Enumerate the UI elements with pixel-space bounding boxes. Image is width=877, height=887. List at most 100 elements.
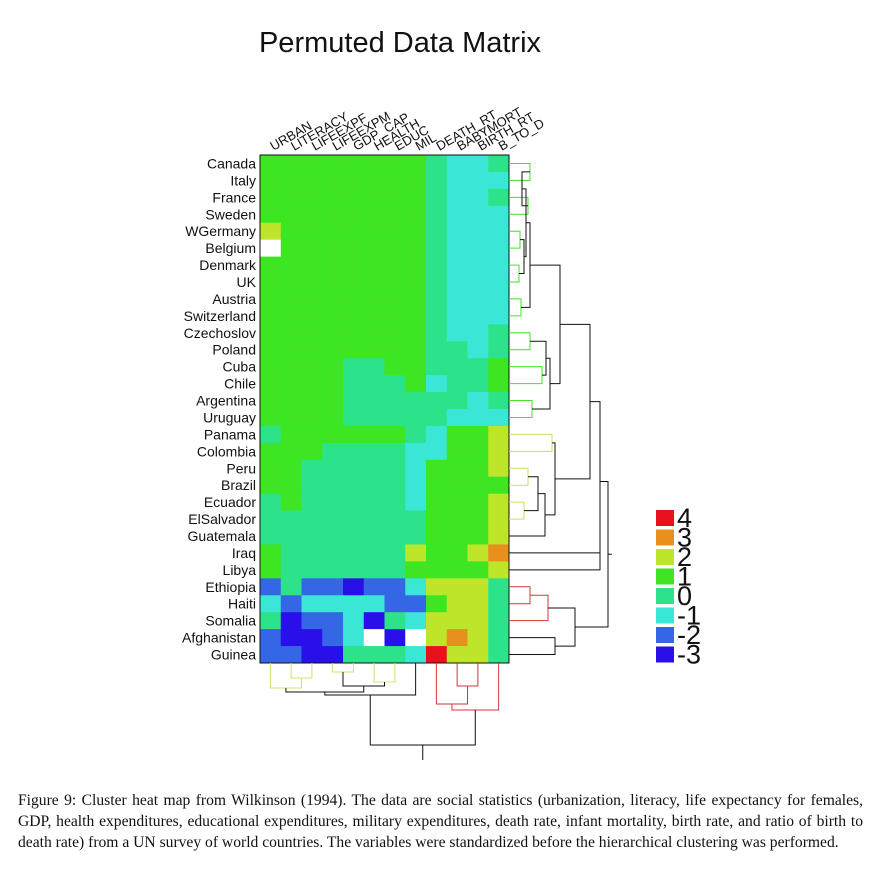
heatmap-cell-Ethiopia-MIL <box>405 578 427 596</box>
heatmap-cell-Chile-LIFEEXPM <box>322 375 344 393</box>
legend-swatch <box>656 607 674 624</box>
row-label: Guinea <box>211 647 256 663</box>
heatmap-cell-Argentina-MIL <box>405 392 427 410</box>
heatmap-cell-Uruguay-HEALTH <box>363 409 385 427</box>
row-label: Brazil <box>221 477 256 493</box>
dendrogram-branch <box>456 663 479 687</box>
heatmap-cell-Haiti-BIRTH_RT <box>467 595 489 613</box>
heatmap-cell-Ethiopia-EDUC <box>384 578 406 596</box>
heatmap-cell-Colombia-GDP_CAP <box>343 442 365 461</box>
row-label: Colombia <box>197 443 256 459</box>
row-label: Ethiopia <box>205 579 256 595</box>
heatmap-cell-Brazil-LITERACY <box>280 476 302 495</box>
heatmap-cell-Italy-GDP_CAP <box>343 171 365 190</box>
heatmap-cell-Libya-GDP_CAP <box>343 561 365 579</box>
heatmap-cell-Afghanistan-EDUC <box>384 629 406 647</box>
heatmap-cell-Guatemala-MIL <box>405 527 427 545</box>
heatmap-cell-Afghanistan-B_TO_D <box>488 629 510 647</box>
heatmap-cell-Cuba-BABYMORT <box>446 358 468 376</box>
heatmap-cell-Haiti-LIFEEXPF <box>301 595 323 613</box>
heatmap-cell-Guinea-LITERACY <box>280 646 302 664</box>
heatmap-cell-Belgium-DEATH_RT <box>426 239 448 257</box>
row-label: Ecuador <box>204 494 256 510</box>
heatmap-cell-WGermany-LIFEEXPM <box>322 222 344 241</box>
heatmap-cell-Libya-MIL <box>405 561 427 579</box>
heatmap-cell-Argentina-LIFEEXPM <box>322 392 344 410</box>
dendrogram-branch <box>509 501 525 520</box>
heatmap-cell-Argentina-GDP_CAP <box>343 392 365 410</box>
heatmap-cell-Poland-LIFEEXPM <box>322 341 344 359</box>
heatmap-cell-Ecuador-BIRTH_RT <box>467 493 489 511</box>
heatmap-cell-Guinea-BIRTH_RT <box>467 646 489 664</box>
row-label: Guatemala <box>188 528 257 544</box>
heatmap-cell-Sweden-LITERACY <box>280 205 302 224</box>
heatmap-cell-Uruguay-MIL <box>405 409 427 427</box>
heatmap-cell-Peru-LIFEEXPM <box>322 459 344 478</box>
row-label: Italy <box>230 172 256 188</box>
heatmap-cell-UK-LITERACY <box>280 273 302 291</box>
heatmap-cell-Canada-MIL <box>405 155 427 173</box>
heatmap-cell-Belgium-GDP_CAP <box>343 239 365 257</box>
heatmap-cell-Iraq-BABYMORT <box>446 544 468 562</box>
heatmap-cell-Guinea-DEATH_RT <box>426 646 448 664</box>
heatmap-cell-Panama-LIFEEXPF <box>301 425 323 444</box>
heatmap-cell-Poland-LITERACY <box>280 341 302 359</box>
heatmap-cell-Czechoslov-DEATH_RT <box>426 324 448 342</box>
row-label: Cuba <box>223 359 257 375</box>
heatmap-cell-Somalia-BIRTH_RT <box>467 612 489 630</box>
heatmap-cell-Uruguay-BIRTH_RT <box>467 409 489 427</box>
heatmap-cell-Colombia-BABYMORT <box>446 442 468 461</box>
heatmap-cell-Brazil-LIFEEXPF <box>301 476 323 495</box>
row-label: Canada <box>207 155 256 171</box>
heatmap-cell-Somalia-BABYMORT <box>446 612 468 630</box>
legend-label: 2 <box>677 542 692 572</box>
heatmap-cell-Colombia-URBAN <box>260 442 282 461</box>
heatmap-cell-Peru-LITERACY <box>280 459 302 478</box>
heatmap-cell-WGermany-DEATH_RT <box>426 222 448 241</box>
heatmap-cell-Afghanistan-GDP_CAP <box>343 629 365 647</box>
legend-label: 1 <box>677 562 692 592</box>
heatmap-cell-Cuba-BIRTH_RT <box>467 358 489 376</box>
row-label: Somalia <box>205 613 256 629</box>
heatmap-cell-Chile-B_TO_D <box>488 375 510 393</box>
heatmap-cell-Austria-BABYMORT <box>446 290 468 308</box>
heatmap-cell-Sweden-EDUC <box>384 205 406 224</box>
heatmap-cell-Iraq-LIFEEXPF <box>301 544 323 562</box>
heatmap-cell-France-BIRTH_RT <box>467 188 489 207</box>
heatmap-cell-Somalia-URBAN <box>260 612 282 630</box>
figure-caption: Figure 9: Cluster heat map from Wilkinso… <box>18 792 863 851</box>
heatmap-cell-France-URBAN <box>260 188 282 207</box>
heatmap-cell-WGermany-MIL <box>405 222 427 241</box>
heatmap-cell-ElSalvador-LIFEEXPF <box>301 510 323 528</box>
heatmap-cell-Guatemala-BABYMORT <box>446 527 468 545</box>
heatmap-cell-Czechoslov-GDP_CAP <box>343 324 365 342</box>
heatmap-cell-Uruguay-LIFEEXPM <box>322 409 344 427</box>
dendrogram-branch <box>545 442 556 516</box>
heatmap-cell-UK-URBAN <box>260 273 282 291</box>
heatmap-cell-Uruguay-LITERACY <box>280 409 302 427</box>
row-label: Poland <box>212 342 256 358</box>
heatmap-cell-Guatemala-DEATH_RT <box>426 527 448 545</box>
heatmap-cell-France-LIFEEXPM <box>322 188 344 207</box>
heatmap-cell-WGermany-LIFEEXPF <box>301 222 323 241</box>
heatmap-cell-Austria-MIL <box>405 290 427 308</box>
heatmap-cell-Colombia-LIFEEXPM <box>322 442 344 461</box>
dendrogram-branch <box>342 672 385 687</box>
heatmap-cell-Belgium-BIRTH_RT <box>467 239 489 257</box>
heatmap-cell-Iraq-URBAN <box>260 544 282 562</box>
heatmap-cell-WGermany-BIRTH_RT <box>467 222 489 241</box>
heatmap-cell-Guatemala-LIFEEXPM <box>322 527 344 545</box>
heatmap-cell-France-B_TO_D <box>488 188 510 207</box>
heatmap-cell-ElSalvador-BIRTH_RT <box>467 510 489 528</box>
heatmap-cell-France-LITERACY <box>280 188 302 207</box>
heatmap-cell-Ethiopia-DEATH_RT <box>426 578 448 596</box>
heatmap-cell-Colombia-LIFEEXPF <box>301 442 323 461</box>
legend-swatch <box>656 568 674 585</box>
heatmap-cell-Ecuador-GDP_CAP <box>343 493 365 511</box>
heatmap-cell-Ecuador-LITERACY <box>280 493 302 511</box>
dendrogram-branch <box>373 663 396 683</box>
heatmap-cell-Italy-DEATH_RT <box>426 171 448 190</box>
heatmap-cell-Iraq-EDUC <box>384 544 406 562</box>
heatmap-cell-Haiti-LIFEEXPM <box>322 595 344 613</box>
dendrogram-branch <box>509 400 533 418</box>
